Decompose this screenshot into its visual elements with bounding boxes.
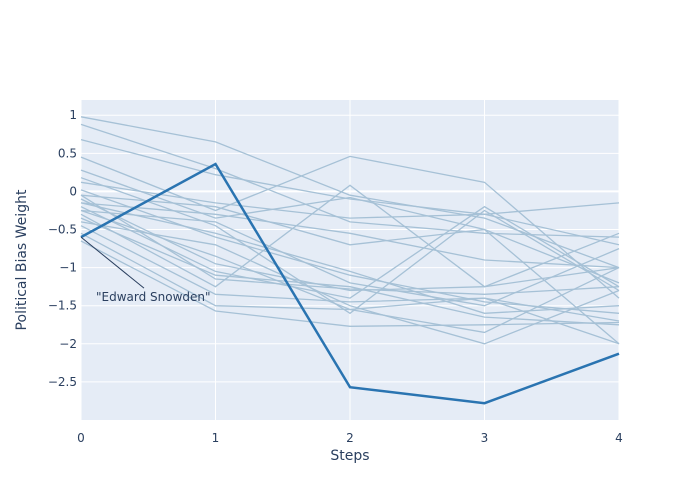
y-tick-label: −0.5 bbox=[48, 223, 77, 237]
x-tick-label: 2 bbox=[346, 431, 354, 445]
series-line bbox=[80, 181, 620, 246]
series-line bbox=[80, 138, 620, 215]
x-tick-label: 3 bbox=[481, 431, 489, 445]
x-tick-labels: 0 1 2 3 4 bbox=[77, 431, 623, 445]
series-line bbox=[80, 205, 620, 299]
series-line bbox=[80, 184, 620, 288]
series-line bbox=[80, 202, 620, 314]
series-line bbox=[80, 240, 620, 327]
x-tick-label: 0 bbox=[77, 431, 85, 445]
series-line bbox=[80, 123, 620, 238]
x-axis-title: Steps bbox=[330, 448, 369, 464]
y-tick-label: −1.5 bbox=[48, 299, 77, 313]
y-tick-labels: 1 0.5 0 −0.5 −1 −1.5 −2 −2.5 bbox=[48, 108, 77, 389]
y-tick-label: 0.5 bbox=[58, 146, 77, 160]
series-line bbox=[80, 177, 620, 315]
series-line bbox=[80, 194, 620, 345]
series-line bbox=[80, 155, 620, 299]
x-tick-label: 1 bbox=[212, 431, 220, 445]
series-line bbox=[80, 194, 620, 295]
annotation-arrow bbox=[80, 236, 145, 289]
series-line bbox=[80, 225, 620, 322]
y-tick-label: −2 bbox=[59, 337, 77, 351]
y-axis-title: Political Bias Weight bbox=[14, 189, 30, 330]
series-line bbox=[80, 221, 620, 345]
highlight-series-line bbox=[80, 162, 620, 405]
series-line bbox=[80, 198, 620, 292]
highlight-group bbox=[80, 162, 620, 405]
series-line bbox=[80, 217, 620, 326]
y-tick-label: 1 bbox=[69, 108, 77, 122]
series-line bbox=[80, 209, 620, 307]
series-line bbox=[80, 169, 620, 284]
y-tick-label: −2.5 bbox=[48, 375, 77, 389]
y-tick-label: 0 bbox=[69, 184, 77, 198]
series-line bbox=[80, 202, 620, 269]
series-line bbox=[80, 209, 620, 345]
y-tick-label: −1 bbox=[59, 261, 77, 275]
series-group bbox=[80, 116, 620, 345]
x-tick-label: 4 bbox=[615, 431, 623, 445]
annotation-label: "Edward Snowden" bbox=[96, 290, 211, 304]
